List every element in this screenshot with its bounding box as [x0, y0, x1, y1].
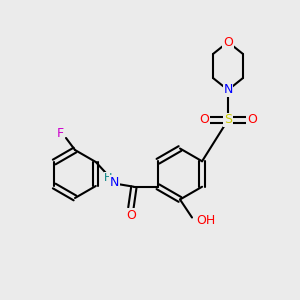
Text: O: O	[247, 113, 257, 127]
Text: O: O	[223, 35, 233, 49]
Text: N: N	[110, 176, 119, 189]
Text: O: O	[199, 113, 209, 127]
Text: N: N	[223, 83, 233, 97]
Text: OH: OH	[196, 214, 216, 227]
Text: O: O	[126, 209, 136, 222]
Text: H: H	[104, 173, 112, 183]
Text: S: S	[224, 113, 232, 127]
Text: F: F	[56, 127, 64, 140]
